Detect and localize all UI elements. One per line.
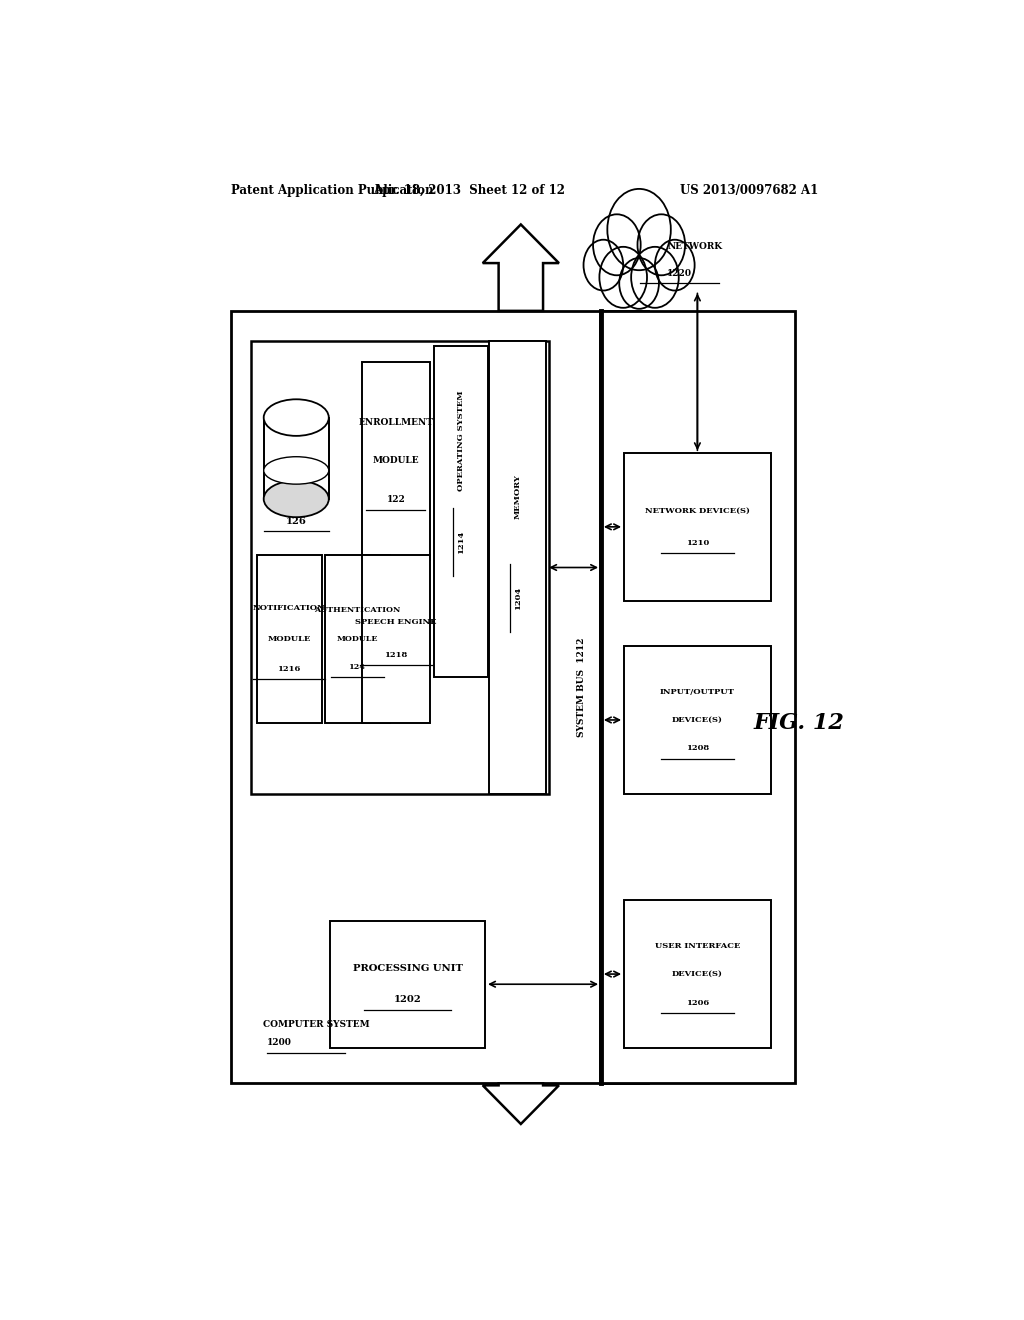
Circle shape xyxy=(655,240,694,290)
Circle shape xyxy=(631,247,679,308)
Bar xyxy=(257,554,322,722)
Circle shape xyxy=(593,214,641,276)
Text: NETWORK DEVICE(S): NETWORK DEVICE(S) xyxy=(645,507,750,515)
Text: US 2013/0097682 A1: US 2013/0097682 A1 xyxy=(680,185,818,198)
Text: MODULE: MODULE xyxy=(373,457,419,465)
Bar xyxy=(251,342,549,793)
Text: MODULE: MODULE xyxy=(267,635,311,643)
Bar xyxy=(264,417,329,499)
Bar xyxy=(624,900,771,1048)
Text: 122: 122 xyxy=(386,495,406,504)
Circle shape xyxy=(599,247,647,308)
Bar xyxy=(362,554,430,722)
Text: 1218: 1218 xyxy=(384,651,408,659)
Text: AUTHENTICATION: AUTHENTICATION xyxy=(314,606,400,614)
Text: USER INTERFACE: USER INTERFACE xyxy=(654,941,740,949)
Text: FIG. 12: FIG. 12 xyxy=(754,711,844,734)
Bar xyxy=(600,312,795,1084)
Ellipse shape xyxy=(264,399,329,436)
Circle shape xyxy=(584,240,624,290)
Text: DEVICE(S): DEVICE(S) xyxy=(672,715,723,723)
Bar xyxy=(624,453,771,601)
Text: 1220: 1220 xyxy=(667,269,692,277)
Text: ENROLLMENT: ENROLLMENT xyxy=(358,417,433,426)
Bar xyxy=(624,647,771,793)
Polygon shape xyxy=(482,224,559,312)
Text: COMPUTER SYSTEM: COMPUTER SYSTEM xyxy=(263,1020,370,1028)
Text: OPERATING SYSTEM: OPERATING SYSTEM xyxy=(457,391,465,491)
Bar xyxy=(325,554,390,722)
Ellipse shape xyxy=(264,480,329,517)
Text: 124: 124 xyxy=(349,663,366,671)
Bar xyxy=(362,362,430,560)
Polygon shape xyxy=(482,1084,559,1125)
Text: Patent Application Publication: Patent Application Publication xyxy=(231,185,434,198)
Text: MODULE: MODULE xyxy=(337,635,378,643)
Circle shape xyxy=(607,189,671,271)
Bar xyxy=(489,342,546,793)
Text: Apr. 18, 2013  Sheet 12 of 12: Apr. 18, 2013 Sheet 12 of 12 xyxy=(373,185,565,198)
Text: SYSTEM BUS  1212: SYSTEM BUS 1212 xyxy=(577,638,586,737)
Text: 1214: 1214 xyxy=(457,531,465,554)
Text: 1204: 1204 xyxy=(514,586,521,610)
Text: 1208: 1208 xyxy=(686,744,709,752)
Circle shape xyxy=(638,214,685,276)
Text: 1202: 1202 xyxy=(394,995,422,1005)
Text: MEMORY: MEMORY xyxy=(514,474,521,519)
Text: PROCESSING UNIT: PROCESSING UNIT xyxy=(352,965,463,973)
Text: 1200: 1200 xyxy=(267,1038,292,1047)
Text: 1206: 1206 xyxy=(686,998,709,1007)
Bar xyxy=(231,312,648,1084)
Text: 1216: 1216 xyxy=(278,665,301,673)
Bar xyxy=(433,346,487,677)
Text: DEVICE(S): DEVICE(S) xyxy=(672,970,723,978)
Text: 1210: 1210 xyxy=(686,539,709,546)
Text: NETWORK: NETWORK xyxy=(668,243,723,251)
Text: 126: 126 xyxy=(286,516,306,525)
Text: NOTIFICATION: NOTIFICATION xyxy=(253,605,326,612)
Bar xyxy=(331,921,485,1048)
Text: SPEECH ENGINE: SPEECH ENGINE xyxy=(355,618,436,627)
Circle shape xyxy=(620,257,658,309)
Text: INPUT/OUTPUT: INPUT/OUTPUT xyxy=(660,688,735,696)
Ellipse shape xyxy=(264,457,329,484)
